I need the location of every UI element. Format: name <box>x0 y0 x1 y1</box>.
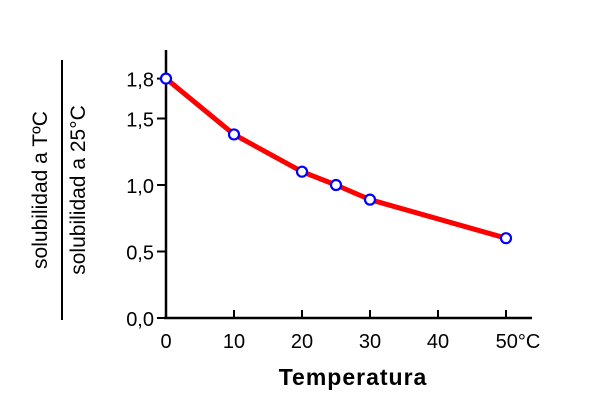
y-axis-label: solubilidad a TºC solubilidad a 25°C <box>29 60 90 320</box>
y-tick-label-0: 0,0 <box>126 309 154 331</box>
y-tick-label-2: 1,0 <box>126 176 154 198</box>
data-point-1 <box>227 128 241 141</box>
y-tick-label-4: 1,8 <box>126 70 154 92</box>
plot-area <box>159 72 513 245</box>
data-point-3 <box>329 178 343 192</box>
x-tick-label-3: 30 <box>359 331 381 353</box>
x-tick-label-2: 20 <box>291 331 313 353</box>
x-tick-label-1: 10 <box>223 331 245 353</box>
x-tick-label-0: 0 <box>160 331 171 353</box>
y-axis-label-numerator: solubilidad a TºC <box>29 111 52 269</box>
data-point-5 <box>499 232 513 245</box>
series-line-0 <box>163 76 509 241</box>
axes <box>164 50 532 320</box>
x-tick-label-4: 40 <box>427 331 449 353</box>
x-axis-label: Temperatura <box>279 364 428 390</box>
y-tick-label-3: 1,5 <box>126 110 154 132</box>
data-point-4 <box>363 193 377 206</box>
y-axis-label-denominator: solubilidad a 25°C <box>67 105 90 275</box>
x-tick-label-5: 50°C <box>496 331 541 353</box>
tick-labels: 0 10 20 30 40 50°C 0,0 0,5 1,0 1,5 1,8 <box>126 70 540 353</box>
y-tick-label-1: 0,5 <box>126 243 154 265</box>
data-point-2 <box>295 165 309 178</box>
data-point-0 <box>159 72 173 85</box>
